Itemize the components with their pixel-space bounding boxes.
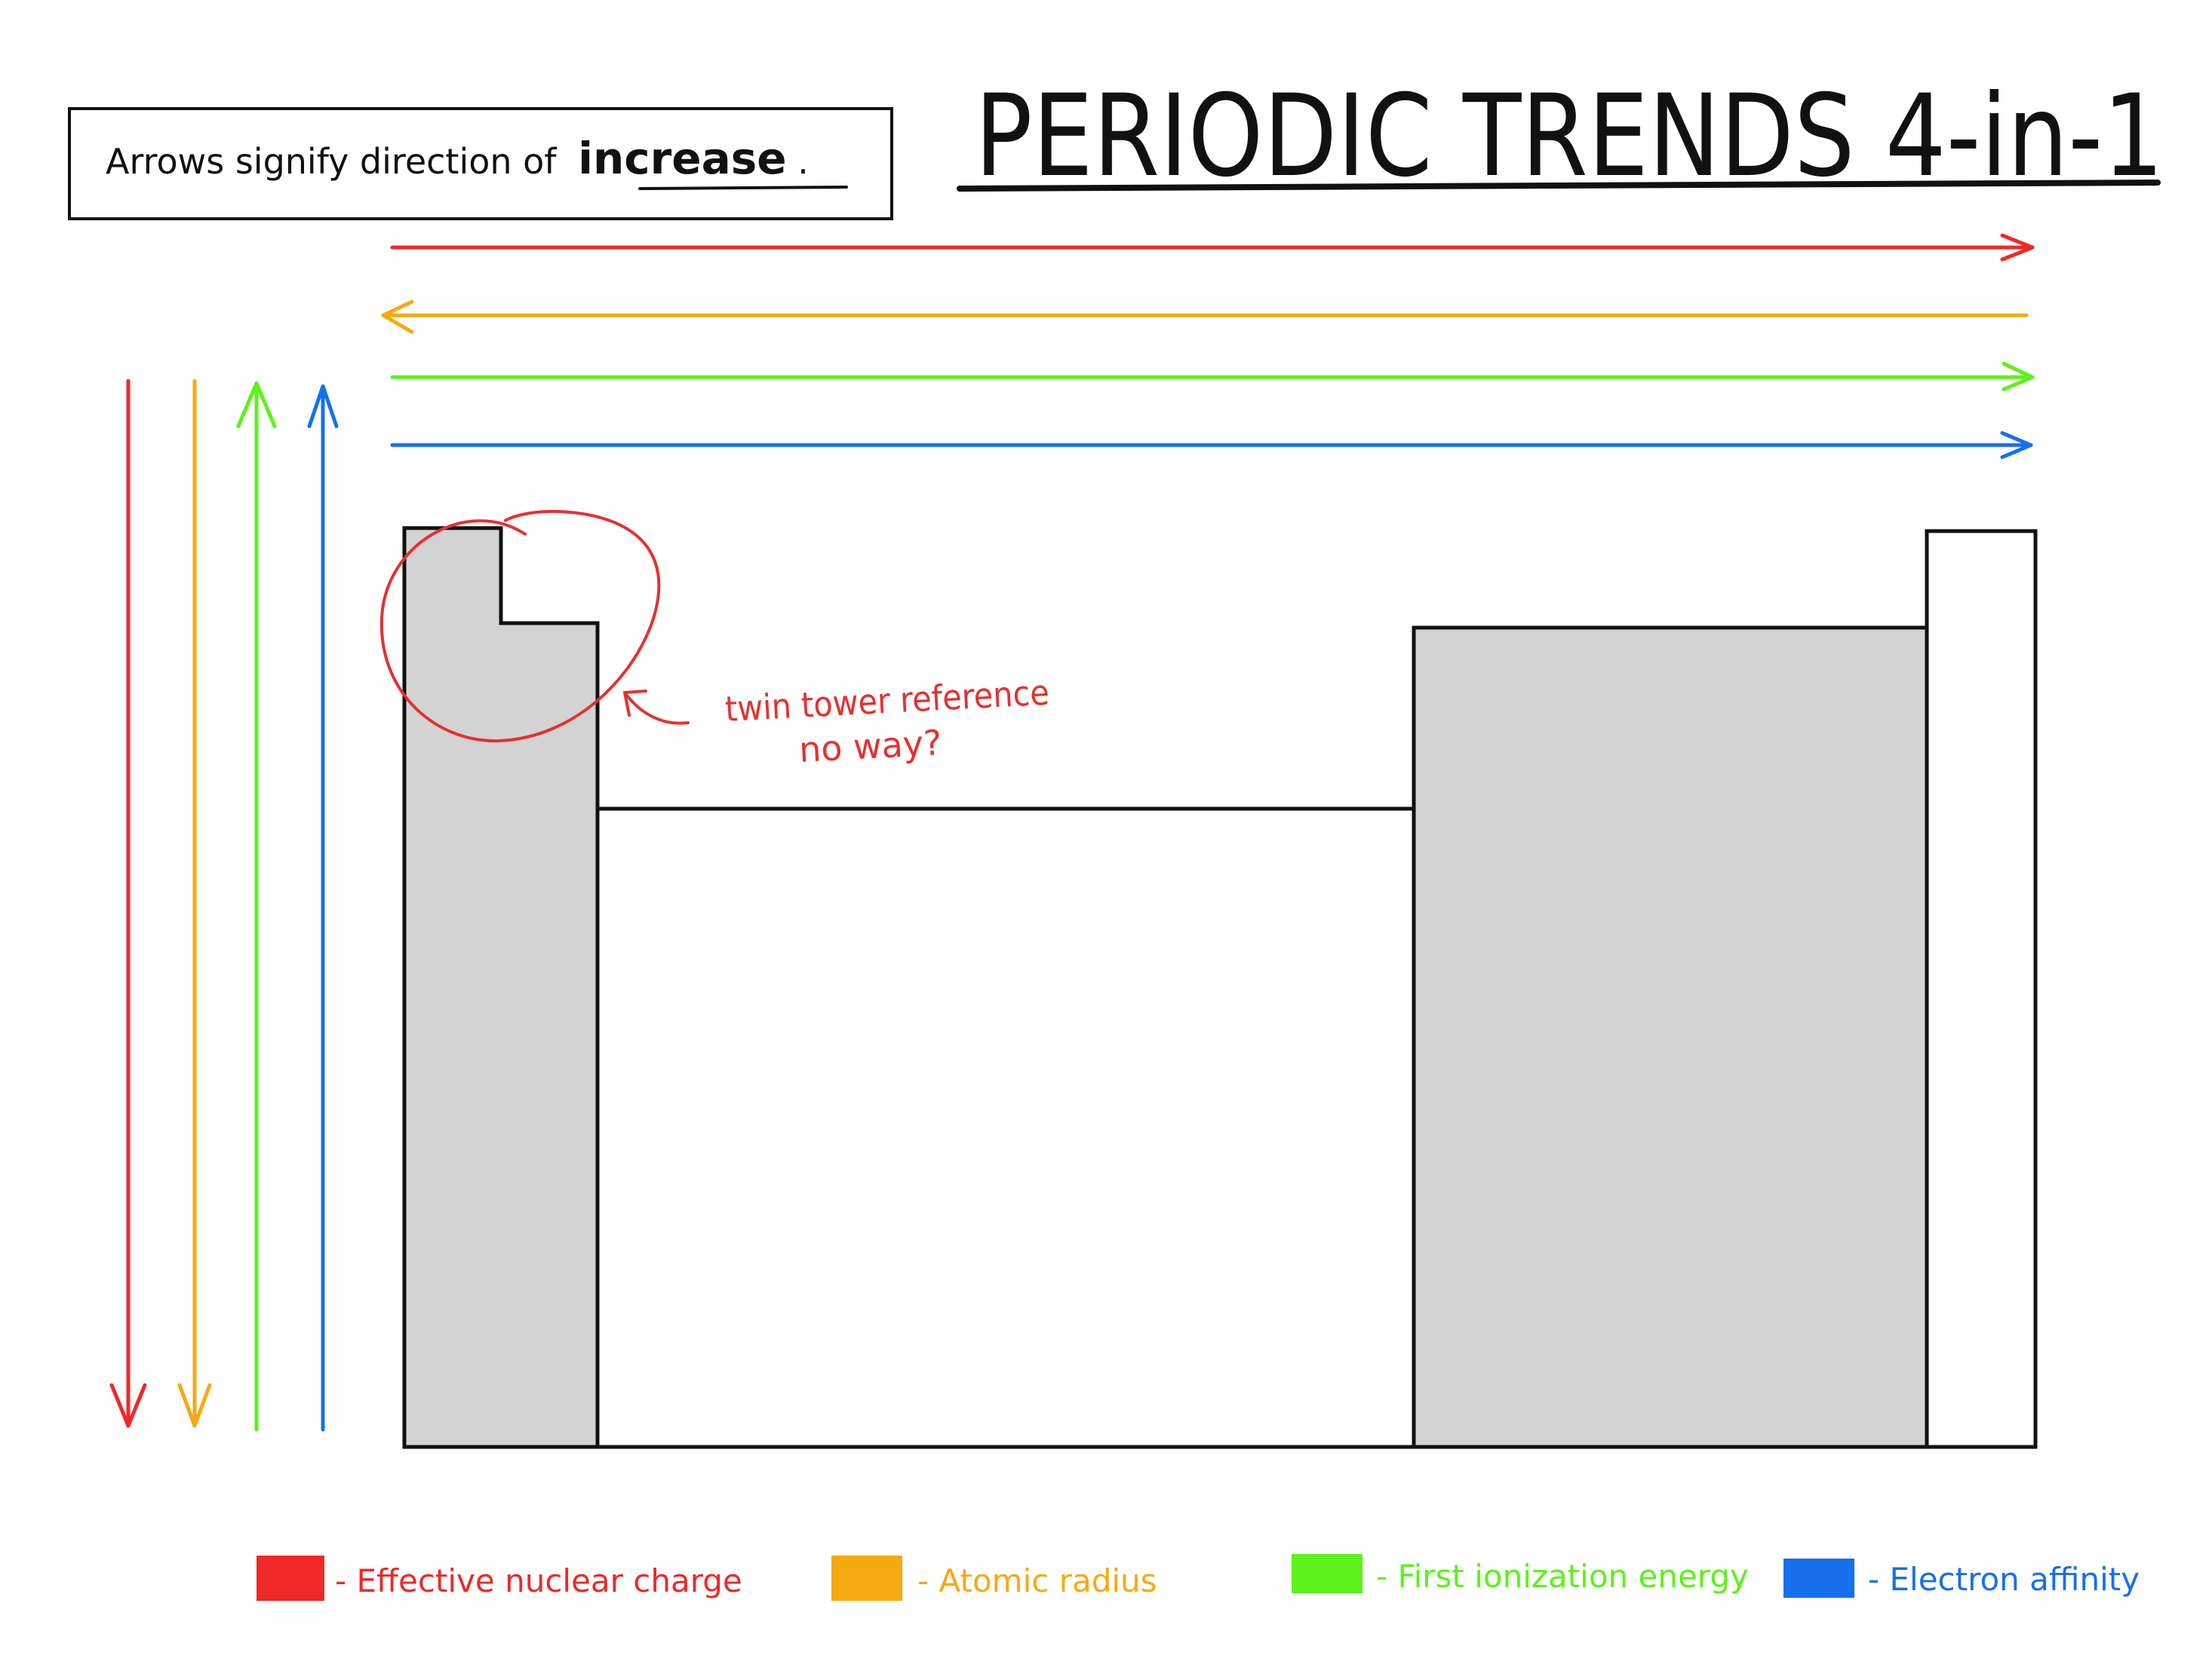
title-underline (957, 180, 2161, 192)
legend-label-first-ionization-energy: - First ionization energy (1376, 1558, 1749, 1595)
legend-item-electron-affinity: - Electron affinity (1783, 1559, 2140, 1598)
s-block (402, 526, 600, 1449)
note-text: Arrows signify direction of (106, 141, 558, 182)
note-emphasis: increase (578, 133, 787, 184)
legend-item-atomic-radius: - Atomic radius (831, 1556, 1157, 1601)
annotation-circle (379, 509, 661, 743)
arrow-electron-affinity-vertical (307, 384, 339, 1432)
legend-swatch-effective-nuclear-charge (257, 1556, 324, 1601)
legend-swatch-atomic-radius (831, 1556, 902, 1601)
annotation-arrow (623, 690, 690, 725)
note-suffix: . (797, 141, 809, 182)
arrow-atomic-radius-horizontal (381, 299, 2029, 334)
page-title: PERIODIC TRENDS 4-in-1 (975, 71, 2164, 202)
title-group: PERIODIC TRENDS 4-in-1 (957, 71, 2164, 202)
periodic-table (402, 526, 2038, 1449)
legend-label-effective-nuclear-charge: - Effective nuclear charge (335, 1562, 742, 1599)
note-box: Arrows signify direction of increase . (68, 107, 893, 220)
legend-item-effective-nuclear-charge: - Effective nuclear charge (257, 1556, 742, 1601)
svg-text:Arrows signify direction of: Arrows signify direction of increase . (106, 133, 809, 184)
emphasis-underline (638, 186, 848, 190)
legend-swatch-first-ionization-energy (1292, 1554, 1363, 1593)
arrow-first-ionization-energy-horizontal (390, 361, 2035, 392)
arrow-first-ionization-energy-vertical (236, 381, 277, 1432)
arrow-effective-nuclear-charge-horizontal (390, 233, 2035, 262)
legend: - Effective nuclear charge - Atomic radi… (257, 1554, 2140, 1601)
d-block (595, 806, 1416, 1449)
legend-label-electron-affinity: - Electron affinity (1868, 1561, 2140, 1598)
legend-item-first-ionization-energy: - First ionization energy (1292, 1554, 1749, 1595)
annotation-line-1: twin tower reference (724, 672, 1050, 729)
arrow-electron-affinity-horizontal (390, 431, 2033, 459)
legend-label-atomic-radius: - Atomic radius (917, 1562, 1157, 1599)
legend-swatch-electron-affinity (1783, 1559, 1854, 1598)
p-block (1412, 625, 1929, 1449)
arrow-effective-nuclear-charge-vertical (109, 379, 147, 1428)
annotation-line-2: no way? (798, 722, 943, 770)
horizontal-arrows (381, 233, 2035, 459)
noble-gas-column (1925, 529, 2038, 1449)
arrow-atomic-radius-vertical (177, 379, 212, 1428)
vertical-arrows (109, 379, 339, 1432)
